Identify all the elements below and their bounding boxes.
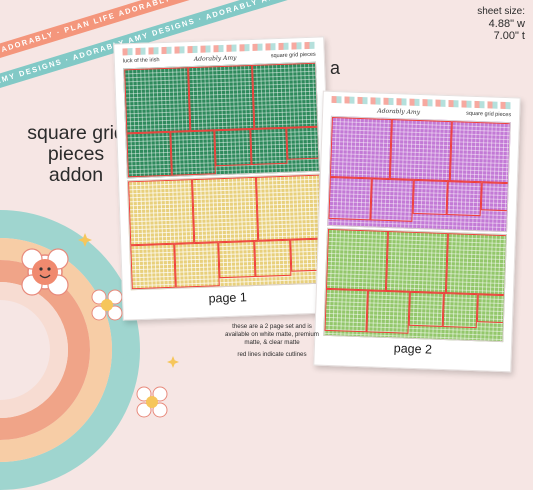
page-label: page 1: [208, 290, 248, 306]
availability-text: these are a 2 page set and is available …: [225, 323, 319, 346]
sheet-theme-label: luck of the irish: [122, 57, 160, 65]
grid-panel-yellow: [127, 173, 324, 291]
grid-panel-lime: [323, 227, 507, 343]
brand-logo: Adorably Amy: [377, 107, 421, 116]
sheet-size-label: sheet size:: [477, 6, 525, 17]
sparkle-icon: [167, 356, 179, 368]
product-info: these are a 2 page set and is available …: [222, 323, 322, 363]
flower-icon: [136, 386, 168, 418]
page-label: page 2: [393, 341, 433, 357]
sheet-product-label: square grid pieces: [466, 110, 512, 119]
brand-logo: Adorably Amy: [193, 53, 237, 63]
flower-icon: [91, 289, 123, 321]
sheet-product-label: square grid pieces: [270, 51, 316, 60]
flower-decorations: [21, 233, 179, 418]
sticker-sheet-page-1: luck of the irish Adorably Amy square gr…: [113, 36, 334, 321]
sheet-size-width: 4.88" w: [488, 18, 525, 30]
variant-letter: a: [330, 58, 341, 78]
sparkle-icon: [78, 233, 92, 247]
product-title: square grid pieces addon: [27, 122, 125, 186]
sheet-size-height: 7.00" t: [493, 30, 525, 42]
sparkle-icon: [122, 352, 134, 364]
sticker-sheet-page-2: Adorably Amy square grid pieces page 2: [313, 90, 521, 373]
sheet-size-info: sheet size: 4.88" w 7.00" t: [477, 6, 525, 42]
cutline-note: red lines indicate cutlines: [237, 351, 307, 358]
grid-panel-purple: [327, 115, 511, 233]
smiley-flower-icon: [21, 248, 69, 296]
grid-panel-green: [123, 61, 320, 179]
